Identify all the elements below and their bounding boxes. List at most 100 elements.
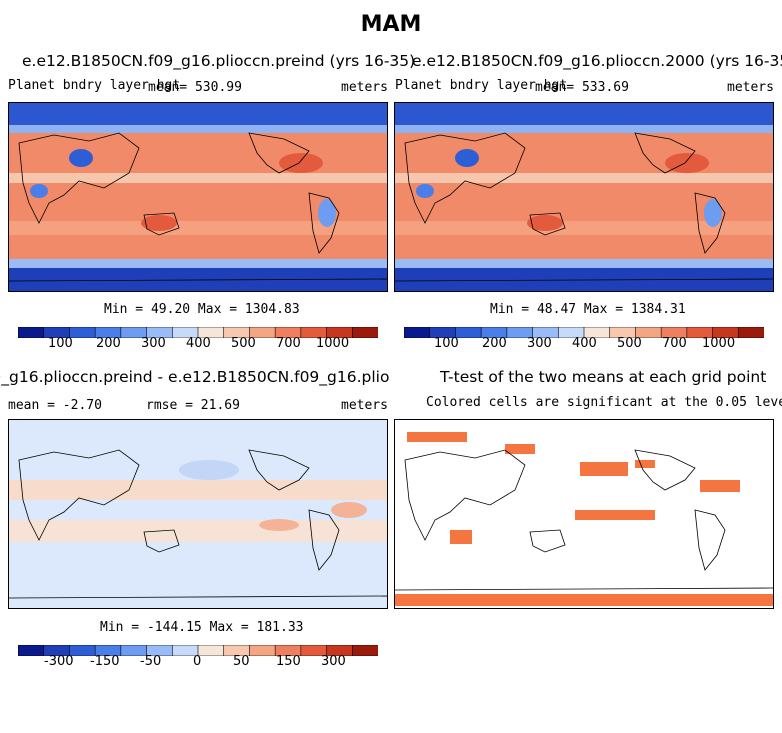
panel4-sig-siberia xyxy=(505,444,535,454)
panel2-variable: Planet bndry layer hgt xyxy=(395,78,568,93)
panel2-map-svg xyxy=(395,103,773,291)
panel1-mean: mean= 530.99 xyxy=(148,80,242,95)
panel2-colorbar xyxy=(403,323,765,339)
panel4-sig-northpacific-east xyxy=(635,460,655,468)
panel1-australia-patch xyxy=(141,215,177,231)
panel3-rmse: rmse = 21.69 xyxy=(146,398,240,413)
panel2-tick-3: 300 xyxy=(527,336,552,351)
panel2-tick-6: 700 xyxy=(662,336,687,351)
panel4-coastline-southamerica xyxy=(694,509,726,571)
panel3-coastline-eurasia-africa xyxy=(18,449,140,541)
panel4-map-svg xyxy=(395,420,773,608)
panel2-coastline-eurasia-africa xyxy=(404,132,526,224)
panel1-africa-patch xyxy=(30,184,48,198)
colorbar-swatch xyxy=(351,326,379,339)
panel1-tick-3: 300 xyxy=(141,336,166,351)
panel1-units: meters xyxy=(341,80,388,95)
colorbar-swatch xyxy=(69,326,96,339)
panel3-units: meters xyxy=(341,398,388,413)
panel1-coastline-northamerica xyxy=(248,132,310,174)
panel1-coastline-eurasia-africa xyxy=(18,132,140,224)
panel1-tick-4: 400 xyxy=(186,336,211,351)
panel1-atlantic-patch xyxy=(279,153,323,173)
panel2-tick-5: 500 xyxy=(617,336,642,351)
panel3-tick-7: 300 xyxy=(321,654,346,669)
panel4-sig-antarctic xyxy=(395,594,773,606)
panel3-stats: Min = -144.15 Max = 181.33 xyxy=(100,620,304,635)
panel1-tick-5: 500 xyxy=(231,336,256,351)
panel1-tick-1: 100 xyxy=(48,336,73,351)
colorbar-swatch xyxy=(17,326,45,339)
panel3-colorbar xyxy=(17,641,379,657)
panel1-antarctic-edge xyxy=(9,259,387,268)
panel1-tropic-band xyxy=(9,173,387,183)
panel3-coastline-northamerica xyxy=(248,449,310,491)
panel4-sig-pacific-north xyxy=(580,462,628,476)
panel1-coastline-southamerica xyxy=(308,192,340,254)
colorbar-swatch xyxy=(455,326,482,339)
panel2-coastline-antarctica xyxy=(395,278,773,282)
panel2-stats: Min = 48.47 Max = 1384.31 xyxy=(490,302,686,317)
panel4-coastline-northamerica xyxy=(634,449,696,491)
panel2-tibet-patch xyxy=(455,149,479,167)
panel4-map xyxy=(394,419,774,609)
panel2-arctic-edge xyxy=(395,125,773,133)
panel1-andes-patch xyxy=(318,199,336,227)
panel1-map xyxy=(8,102,388,292)
panel2-andes-patch xyxy=(704,199,722,227)
panel3-title-clip: e.e12.B1850CN.f09_g16.plioccn.preind - e… xyxy=(0,368,390,390)
panel3-atlantic-positive xyxy=(331,502,367,518)
panel3-tick-3: -50 xyxy=(140,654,162,669)
panel2-units: meters xyxy=(727,80,774,95)
figure-title: MAM xyxy=(360,12,422,37)
panel2-arctic-band xyxy=(395,103,773,129)
panel1-subtropic-band xyxy=(9,221,387,235)
panel2-coastline-australia xyxy=(529,212,566,236)
panel3-map xyxy=(8,419,388,609)
panel3-tick-5: 50 xyxy=(233,654,250,669)
panel1-tick-7: 1000 xyxy=(316,336,350,351)
panel1-tick-6: 700 xyxy=(276,336,301,351)
panel1-arctic-edge xyxy=(9,125,387,133)
panel3-tropic-band xyxy=(9,480,387,500)
panel4-sig-atlantic xyxy=(700,480,740,492)
panel4-sig-arctic xyxy=(407,432,467,442)
panel3-pacific-negative xyxy=(179,460,239,480)
panel1-tibet-patch xyxy=(69,149,93,167)
colorbar-swatch xyxy=(351,644,379,657)
panel1-coastline-australia xyxy=(143,212,180,236)
panel2-antarctic-edge xyxy=(395,259,773,268)
panel4-coastline-australia xyxy=(529,529,566,553)
panel2-tick-4: 400 xyxy=(572,336,597,351)
panel2-coastline-northamerica xyxy=(634,132,696,174)
panel1-title: e.e12.B1850CN.f09_g16.plioccn.preind (yr… xyxy=(22,52,416,70)
colorbar-swatch xyxy=(197,644,225,657)
panel3-colorbar-svg xyxy=(17,644,379,657)
panel3-coastline-southamerica xyxy=(308,509,340,571)
panel2-tick-1: 100 xyxy=(434,336,459,351)
panel2-tick-2: 200 xyxy=(482,336,507,351)
panel1-variable: Planet bndry layer hgt xyxy=(8,78,181,93)
panel4-coastline-eurasia-africa xyxy=(404,449,526,541)
panel3-base-field xyxy=(9,420,387,608)
colorbar-swatch xyxy=(17,644,45,657)
panel3-title: e.e12.B1850CN.f09_g16.plioccn.preind - e… xyxy=(0,368,390,386)
panel3-eastpacific-positive xyxy=(259,519,299,531)
panel1-stats: Min = 49.20 Max = 1304.83 xyxy=(104,302,300,317)
panel3-coastline-antarctica xyxy=(9,595,387,599)
panel1-arctic-band xyxy=(9,103,387,129)
panel2-coastline-southamerica xyxy=(694,192,726,254)
panel1-colorbar xyxy=(17,323,379,339)
panel3-tick-4: 0 xyxy=(193,654,202,669)
panel2-map xyxy=(394,102,774,292)
panel3-mean: mean = -2.70 xyxy=(8,398,102,413)
panel3-coastline-australia xyxy=(143,529,180,553)
panel2-tick-7: 1000 xyxy=(702,336,736,351)
panel2-mean: mean= 533.69 xyxy=(535,80,629,95)
panel4-sig-pacific-equator xyxy=(575,510,655,520)
panel4-coastline-antarctica xyxy=(395,587,773,591)
panel2-title: e.e12.B1850CN.f09_g16.plioccn.2000 (yrs … xyxy=(412,52,782,70)
colorbar-swatch xyxy=(737,326,765,339)
panel2-australia-patch xyxy=(527,215,563,231)
colorbar-swatch xyxy=(249,644,276,657)
